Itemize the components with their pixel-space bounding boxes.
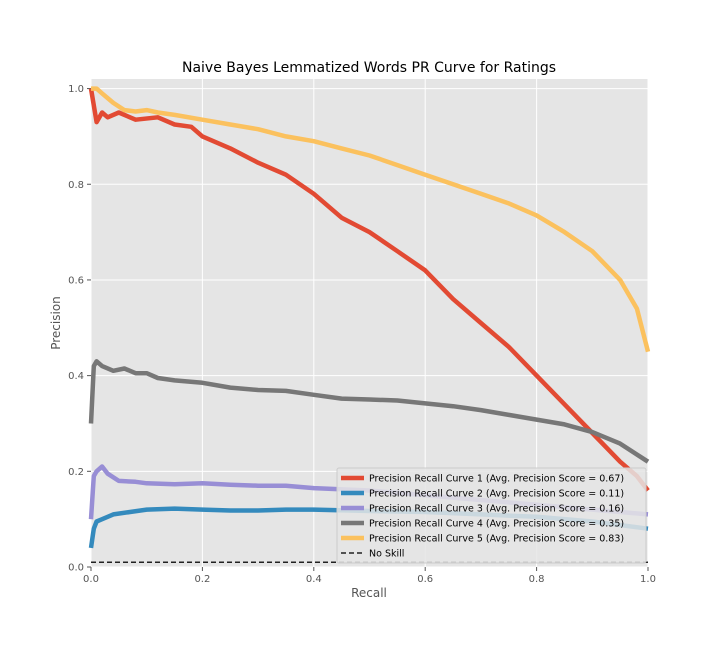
y-tick-label: 1.0 [68, 84, 84, 95]
y-tick-label: 0.4 [68, 371, 84, 382]
y-tick-label: 0.0 [68, 563, 84, 574]
x-axis-label: Recall [351, 586, 387, 600]
legend: Precision Recall Curve 1 (Avg. Precision… [336, 467, 647, 564]
legend-entry: Precision Recall Curve 1 (Avg. Precision… [369, 474, 624, 485]
y-tick-label: 0.6 [68, 275, 84, 286]
legend-entry: Precision Recall Curve 3 (Avg. Precision… [369, 504, 624, 515]
x-tick-label: 0.8 [529, 574, 545, 585]
grid-lines [90, 79, 649, 568]
legend-box [336, 467, 647, 564]
x-tick-label: 0.2 [194, 574, 210, 585]
pr-curve-1 [88, 88, 650, 492]
legend-entry: Precision Recall Curve 5 (Avg. Precision… [369, 534, 624, 545]
x-tick-label: 0.4 [306, 574, 322, 585]
pr-curve-4 [88, 359, 650, 464]
y-tick-label: 0.8 [68, 180, 84, 191]
legend-entry: Precision Recall Curve 2 (Avg. Precision… [369, 489, 624, 500]
x-tick-label: 0.6 [417, 574, 433, 585]
chart-title: Naive Bayes Lemmatized Words PR Curve fo… [182, 60, 556, 76]
legend-entry: No Skill [369, 549, 404, 560]
x-tick-label: 0.0 [83, 574, 99, 585]
x-axis-ticks: 0.0 0.2 0.4 0.6 0.8 1.0 [83, 567, 656, 585]
pr-curve-5 [91, 86, 651, 353]
x-tick-label: 1.0 [640, 574, 656, 585]
y-axis-ticks: 0.0 0.2 0.4 0.6 0.8 1.0 [68, 84, 91, 574]
y-axis-label: Precision [49, 296, 63, 350]
y-tick-label: 0.2 [68, 467, 84, 478]
legend-entry: Precision Recall Curve 4 (Avg. Precision… [369, 519, 624, 530]
